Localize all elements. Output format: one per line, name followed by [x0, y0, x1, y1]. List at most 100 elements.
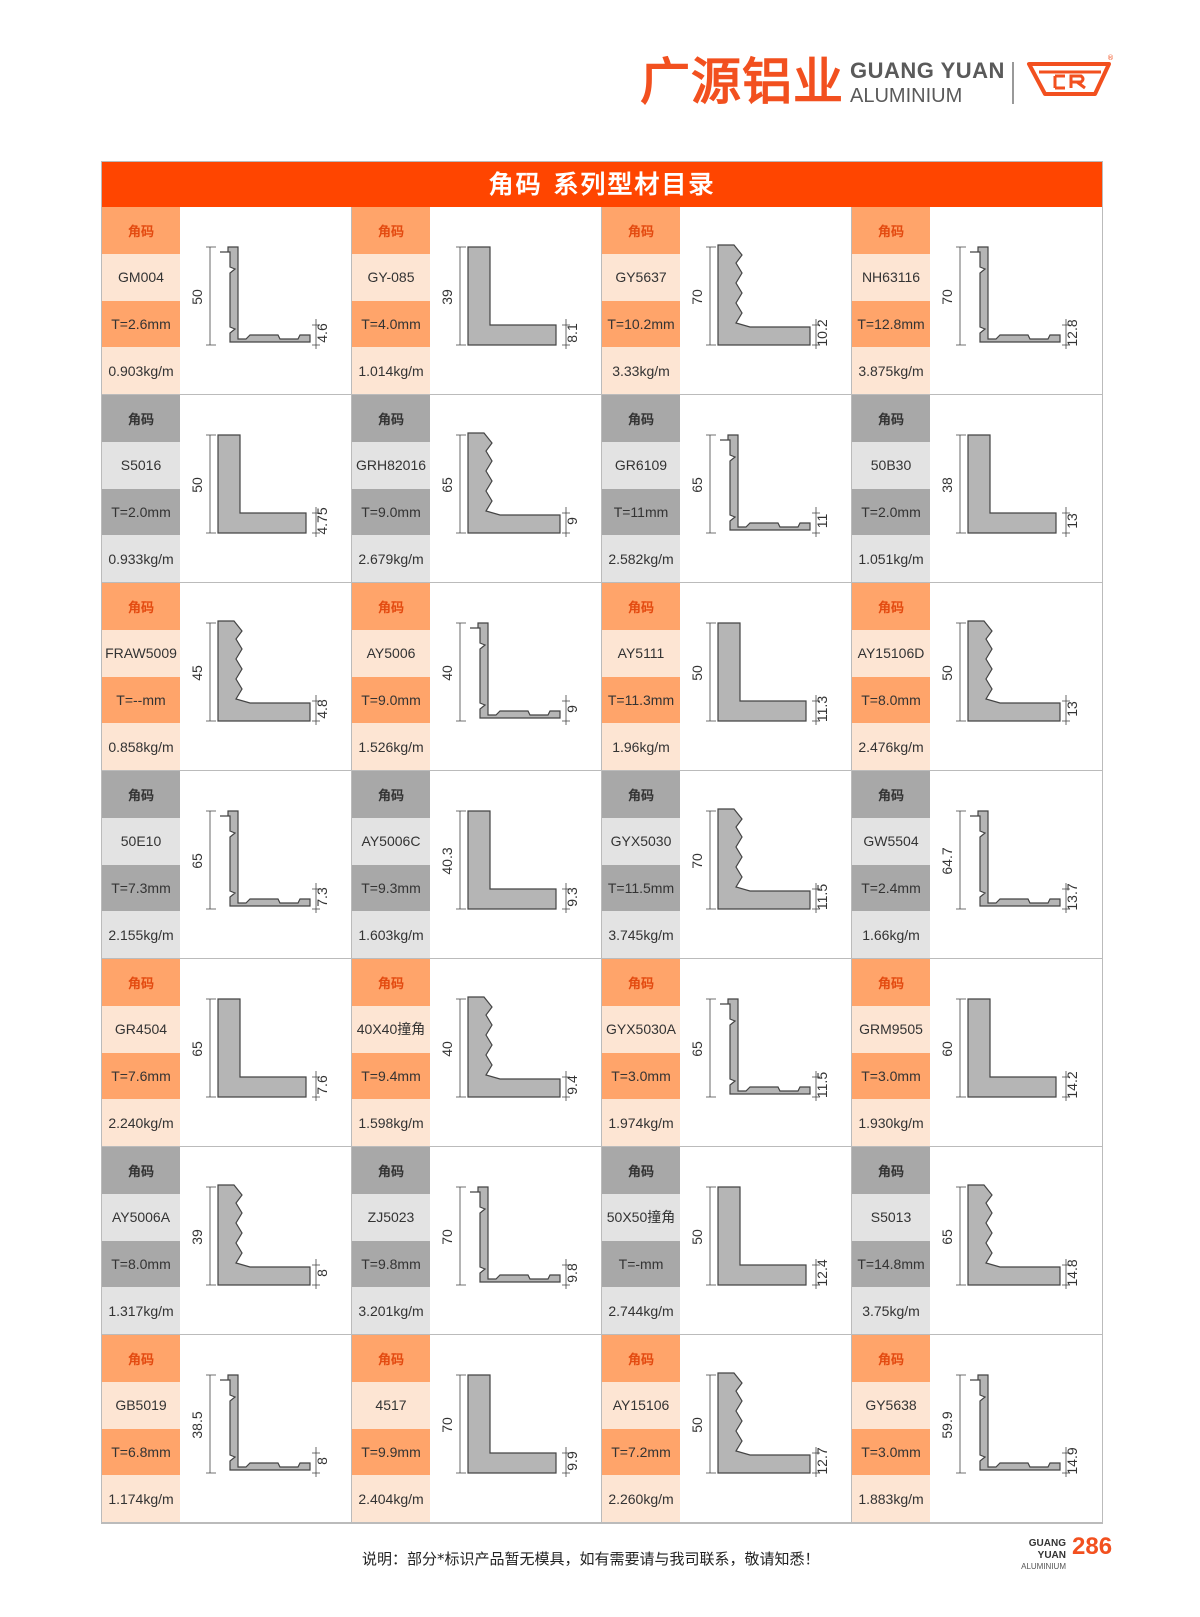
- profile-shape: [467, 246, 557, 346]
- product-category: 角码: [602, 207, 680, 254]
- profile-shape: [217, 434, 307, 534]
- product-grid: 角码 GM004 T=2.6mm 0.903kg/m 50 4.6 角码 GY-085 T=4.…: [102, 207, 1102, 1523]
- product-weight: 0.858kg/m: [102, 723, 180, 770]
- product-weight: 1.883kg/m: [852, 1475, 930, 1522]
- product-card: 角码 GY5638 T=3.0mm 1.883kg/m 59.9 14.9: [852, 1335, 1102, 1523]
- product-code: S5016: [102, 441, 180, 489]
- profile-section-drawing: 40 9: [439, 622, 580, 725]
- product-card: 角码 50X50撞角 T=-mm 2.744kg/m 50 12.4: [602, 1147, 852, 1335]
- dimension-thickness-label: 9.9: [564, 1451, 580, 1471]
- product-info: 角码 FRAW5009 T=--mm 0.858kg/m: [102, 583, 180, 770]
- dimension-height-label: 70: [689, 853, 705, 869]
- profile-shape: [967, 1184, 1061, 1286]
- brand-logo: 广源铝业 GUANG YUAN ALUMINIUM ®: [640, 52, 1120, 112]
- product-code: GRM9505: [852, 1005, 930, 1053]
- product-card: 角码 AY5006 T=9.0mm 1.526kg/m 40 9: [352, 583, 602, 771]
- product-thickness: T=12.8mm: [852, 300, 930, 348]
- catalog-title: 角码 系列型材目录: [102, 162, 1102, 207]
- product-thickness: T=8.0mm: [852, 676, 930, 724]
- product-code: GM004: [102, 253, 180, 301]
- product-thickness: T=8.0mm: [102, 1240, 180, 1288]
- product-category: 角码: [852, 583, 930, 630]
- product-code: NH63116: [852, 253, 930, 301]
- catalog-table: 角码 系列型材目录 角码 GM004 T=2.6mm 0.903kg/m 50 4.6 角码…: [101, 161, 1103, 1524]
- dimension-lines: [956, 246, 1070, 349]
- dimension-thickness-label: 11.5: [814, 1072, 830, 1098]
- product-info: 角码 AY5006C T=9.3mm 1.603kg/m: [352, 771, 430, 958]
- brand-subtitle-en: ALUMINIUM: [850, 85, 963, 107]
- product-code: 40X40撞角: [352, 1005, 430, 1053]
- product-category: 角码: [352, 1335, 430, 1382]
- product-category: 角码: [352, 395, 430, 442]
- profile-section-drawing: 504.6: [189, 246, 330, 349]
- profile-drawing: 39 8.1: [430, 207, 601, 394]
- profile-drawing: 70 9.8: [430, 1147, 601, 1334]
- product-thickness: T=3.0mm: [852, 1052, 930, 1100]
- profile-section-drawing: 709.8: [439, 1186, 580, 1289]
- product-category: 角码: [102, 583, 180, 630]
- profile-drawing: 65 14.8: [930, 1147, 1102, 1334]
- dimension-lines: [456, 1186, 570, 1289]
- profile-section-drawing: 65 11.5: [689, 998, 830, 1101]
- profile-drawing: 50 11.3: [680, 583, 851, 770]
- profile-section-drawing: 70 11.5: [689, 808, 830, 913]
- dimension-height-label: 70: [689, 289, 705, 305]
- product-weight: 2.679kg/m: [352, 535, 430, 582]
- product-card: 角码 AY15106 T=7.2mm 2.260kg/m 50 12.7: [602, 1335, 852, 1523]
- product-category: 角码: [602, 1147, 680, 1194]
- dimension-lines: [706, 1374, 820, 1477]
- product-code: GY5637: [602, 253, 680, 301]
- profile-shape: [217, 620, 311, 722]
- dimension-height-label: 65: [189, 853, 205, 869]
- product-card: 角码 AY5006A T=8.0mm 1.317kg/m 39 8: [102, 1147, 352, 1335]
- product-category: 角码: [602, 395, 680, 442]
- product-category: 角码: [102, 395, 180, 442]
- profile-drawing: 65 11: [680, 395, 851, 582]
- dimension-thickness-label: 12.4: [814, 1259, 830, 1286]
- product-weight: 2.155kg/m: [102, 911, 180, 958]
- profile-drawing: 65 7.6: [180, 959, 351, 1146]
- profile-drawing: 50 4.6: [180, 207, 351, 394]
- product-category: 角码: [352, 959, 430, 1006]
- profile-section-drawing: 70 10.2: [689, 244, 830, 349]
- product-thickness: T=7.6mm: [102, 1052, 180, 1100]
- dimension-thickness-label: 14.9: [1064, 1447, 1080, 1474]
- product-thickness: T=11mm: [602, 488, 680, 536]
- product-thickness: T=9.9mm: [352, 1428, 430, 1476]
- dimension-thickness-label: 14.2: [1064, 1071, 1080, 1098]
- product-card: 角码 ZJ5023 T=9.8mm 3.201kg/m 70 9.8: [352, 1147, 602, 1335]
- profile-drawing: 40.3 9.3: [430, 771, 601, 958]
- dimension-lines: [956, 810, 1070, 913]
- dimension-height-label: 65: [689, 477, 705, 493]
- dimension-thickness-label: 11: [814, 514, 830, 529]
- profile-drawing: 38.5 8: [180, 1335, 351, 1522]
- profile-shape: [220, 810, 311, 907]
- profile-section-drawing: 59.9 14.9: [939, 1374, 1080, 1477]
- profile-section-drawing: 50 13: [939, 620, 1080, 725]
- dimension-thickness-label: 9.4: [564, 1075, 580, 1095]
- dimension-lines: [456, 622, 570, 725]
- dimension-height-label: 40.3: [439, 847, 455, 874]
- dimension-lines: [956, 434, 1070, 537]
- dimension-lines: [956, 622, 1070, 725]
- product-info: 角码 GB5019 T=6.8mm 1.174kg/m: [102, 1335, 180, 1522]
- profile-drawing: 50 12.7: [680, 1335, 851, 1522]
- dimension-height-label: 65: [439, 477, 455, 493]
- dimension-thickness-label: 13.7: [1064, 883, 1080, 910]
- product-code: GR4504: [102, 1005, 180, 1053]
- product-code: GYX5030: [602, 817, 680, 865]
- product-weight: 2.240kg/m: [102, 1099, 180, 1146]
- dimension-lines: [706, 622, 820, 725]
- product-thickness: T=9.0mm: [352, 676, 430, 724]
- product-info: 角码 ZJ5023 T=9.8mm 3.201kg/m: [352, 1147, 430, 1334]
- product-code: 50B30: [852, 441, 930, 489]
- dimension-height-label: 40: [439, 1041, 455, 1057]
- profile-section-drawing: 38.58: [189, 1374, 330, 1477]
- dimension-height-label: 64.7: [939, 847, 955, 874]
- product-code: GY5638: [852, 1381, 930, 1429]
- product-weight: 3.875kg/m: [852, 347, 930, 394]
- product-card: 角码 GR4504 T=7.6mm 2.240kg/m 65 7.6: [102, 959, 352, 1147]
- product-weight: 1.974kg/m: [602, 1099, 680, 1146]
- dimension-thickness-label: 8: [314, 1457, 330, 1465]
- product-thickness: T=9.8mm: [352, 1240, 430, 1288]
